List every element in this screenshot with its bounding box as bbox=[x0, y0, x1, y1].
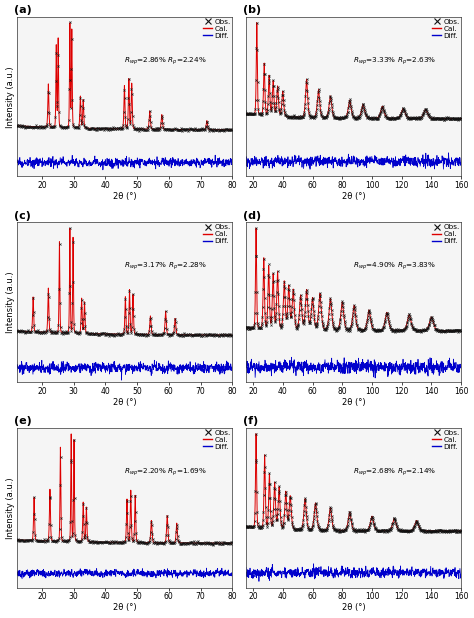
Text: (a): (a) bbox=[15, 6, 32, 15]
Y-axis label: Intensity (a.u.): Intensity (a.u.) bbox=[6, 66, 15, 127]
Y-axis label: Intensity (a.u.): Intensity (a.u.) bbox=[6, 477, 15, 538]
Text: (e): (e) bbox=[15, 417, 32, 426]
Legend: Obs., Cal., Diff.: Obs., Cal., Diff. bbox=[202, 223, 231, 245]
X-axis label: 2θ (°): 2θ (°) bbox=[113, 192, 136, 201]
Text: (f): (f) bbox=[244, 417, 259, 426]
Y-axis label: Intensity (a.u.): Intensity (a.u.) bbox=[6, 271, 15, 333]
Text: $R_{wp}$=3.33% $R_p$=2.63%: $R_{wp}$=3.33% $R_p$=2.63% bbox=[354, 55, 437, 67]
Legend: Obs., Cal., Diff.: Obs., Cal., Diff. bbox=[432, 18, 460, 40]
Text: $R_{wp}$=2.68% $R_p$=2.14%: $R_{wp}$=2.68% $R_p$=2.14% bbox=[354, 467, 437, 478]
Legend: Obs., Cal., Diff.: Obs., Cal., Diff. bbox=[432, 429, 460, 451]
Text: (b): (b) bbox=[244, 6, 262, 15]
Text: $R_{wp}$=3.17% $R_p$=2.28%: $R_{wp}$=3.17% $R_p$=2.28% bbox=[124, 261, 207, 273]
Text: $R_{wp}$=2.86% $R_p$=2.24%: $R_{wp}$=2.86% $R_p$=2.24% bbox=[124, 55, 207, 67]
Legend: Obs., Cal., Diff.: Obs., Cal., Diff. bbox=[202, 18, 231, 40]
X-axis label: 2θ (°): 2θ (°) bbox=[113, 398, 136, 407]
Text: $R_{wp}$=2.20% $R_p$=1.69%: $R_{wp}$=2.20% $R_p$=1.69% bbox=[124, 467, 207, 478]
X-axis label: 2θ (°): 2θ (°) bbox=[342, 398, 365, 407]
Text: (c): (c) bbox=[15, 211, 31, 221]
X-axis label: 2θ (°): 2θ (°) bbox=[342, 192, 365, 201]
Legend: Obs., Cal., Diff.: Obs., Cal., Diff. bbox=[202, 429, 231, 451]
X-axis label: 2θ (°): 2θ (°) bbox=[342, 603, 365, 612]
Legend: Obs., Cal., Diff.: Obs., Cal., Diff. bbox=[432, 223, 460, 245]
X-axis label: 2θ (°): 2θ (°) bbox=[113, 603, 136, 612]
Text: $R_{wp}$=4.90% $R_p$=3.83%: $R_{wp}$=4.90% $R_p$=3.83% bbox=[354, 261, 437, 273]
Text: (d): (d) bbox=[244, 211, 262, 221]
